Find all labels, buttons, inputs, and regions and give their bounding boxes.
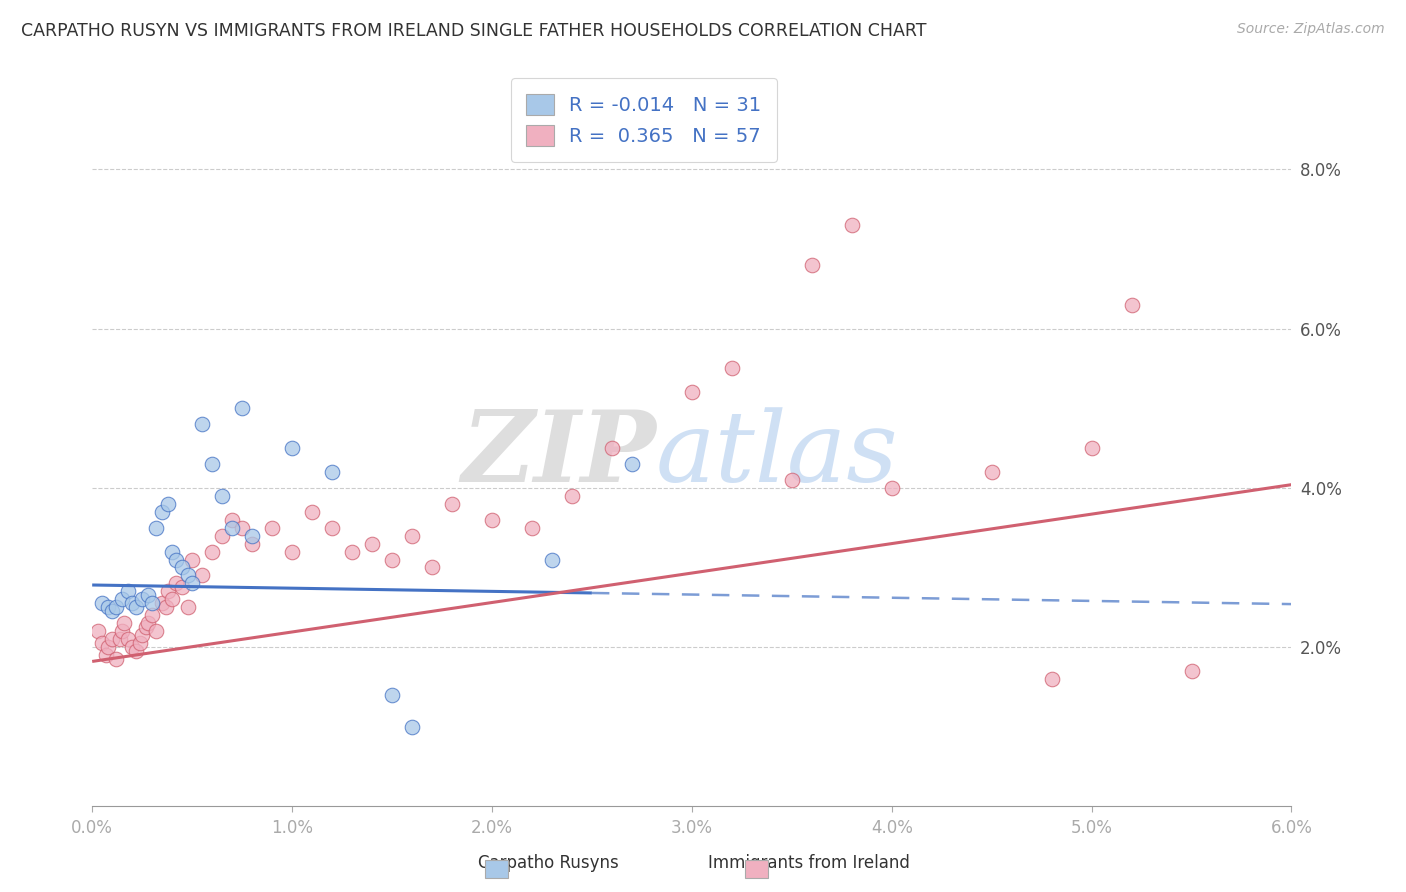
Point: [381, 552, 404, 566]
Point: [145, 624, 167, 639]
Point: [221, 513, 243, 527]
Point: [160, 544, 183, 558]
Point: [401, 528, 423, 542]
Point: [135, 620, 157, 634]
Point: [191, 417, 214, 432]
Point: [105, 600, 128, 615]
Point: [221, 521, 243, 535]
Point: [240, 536, 263, 550]
Point: [1121, 298, 1143, 312]
Point: [541, 552, 564, 566]
Point: [101, 632, 124, 647]
Point: [1180, 664, 1202, 678]
Point: [361, 536, 384, 550]
Point: [112, 616, 135, 631]
Point: [600, 441, 623, 455]
Point: [321, 521, 343, 535]
Point: [301, 505, 323, 519]
Point: [780, 473, 803, 487]
Point: [201, 544, 224, 558]
Point: [121, 596, 143, 610]
Point: [136, 616, 159, 631]
Point: [131, 628, 153, 642]
Point: [117, 584, 139, 599]
Point: [1080, 441, 1102, 455]
Point: [841, 218, 863, 232]
Point: [381, 688, 404, 702]
Point: [880, 481, 903, 495]
Point: [281, 441, 304, 455]
Point: [440, 497, 463, 511]
Point: [108, 632, 131, 647]
Point: [1040, 672, 1063, 686]
Point: [131, 592, 153, 607]
Point: [980, 465, 1002, 479]
Point: [211, 489, 233, 503]
Point: [191, 568, 214, 582]
Point: [420, 560, 443, 574]
Point: [165, 552, 187, 566]
Point: [281, 544, 304, 558]
Text: Carpatho Rusyns: Carpatho Rusyns: [478, 855, 619, 872]
Text: Source: ZipAtlas.com: Source: ZipAtlas.com: [1237, 22, 1385, 37]
Point: [141, 596, 163, 610]
Point: [101, 604, 124, 618]
Text: atlas: atlas: [655, 407, 898, 502]
Point: [91, 596, 114, 610]
Point: [111, 592, 134, 607]
Point: [87, 624, 110, 639]
Point: [125, 644, 148, 658]
Point: [340, 544, 363, 558]
Point: [177, 568, 200, 582]
Point: [201, 457, 224, 471]
Point: [181, 552, 204, 566]
Point: [165, 576, 187, 591]
Point: [91, 636, 114, 650]
Legend: R = -0.014   N = 31, R =  0.365   N = 57: R = -0.014 N = 31, R = 0.365 N = 57: [510, 78, 778, 161]
Point: [181, 576, 204, 591]
Point: [136, 588, 159, 602]
Point: [145, 521, 167, 535]
Text: CARPATHO RUSYN VS IMMIGRANTS FROM IRELAND SINGLE FATHER HOUSEHOLDS CORRELATION C: CARPATHO RUSYN VS IMMIGRANTS FROM IRELAN…: [21, 22, 927, 40]
Point: [97, 600, 120, 615]
Point: [561, 489, 583, 503]
Point: [157, 497, 180, 511]
Point: [117, 632, 139, 647]
Point: [481, 513, 503, 527]
Point: [125, 600, 148, 615]
Point: [231, 401, 253, 416]
Point: [160, 592, 183, 607]
Point: [177, 600, 200, 615]
Point: [401, 720, 423, 734]
Point: [97, 640, 120, 654]
Point: [105, 652, 128, 666]
Point: [681, 385, 703, 400]
Point: [111, 624, 134, 639]
Point: [155, 600, 177, 615]
Point: [620, 457, 643, 471]
Point: [150, 505, 173, 519]
Point: [520, 521, 543, 535]
Text: ZIP: ZIP: [461, 406, 655, 503]
Point: [262, 521, 284, 535]
Point: [129, 636, 152, 650]
Point: [800, 258, 823, 272]
Point: [321, 465, 343, 479]
Point: [240, 528, 263, 542]
Point: [231, 521, 253, 535]
Point: [121, 640, 143, 654]
Point: [720, 361, 742, 376]
Point: [211, 528, 233, 542]
Point: [96, 648, 118, 662]
Point: [150, 596, 173, 610]
Point: [172, 581, 194, 595]
Point: [172, 560, 194, 574]
Point: [157, 584, 180, 599]
Text: Immigrants from Ireland: Immigrants from Ireland: [707, 855, 910, 872]
Point: [141, 608, 163, 623]
